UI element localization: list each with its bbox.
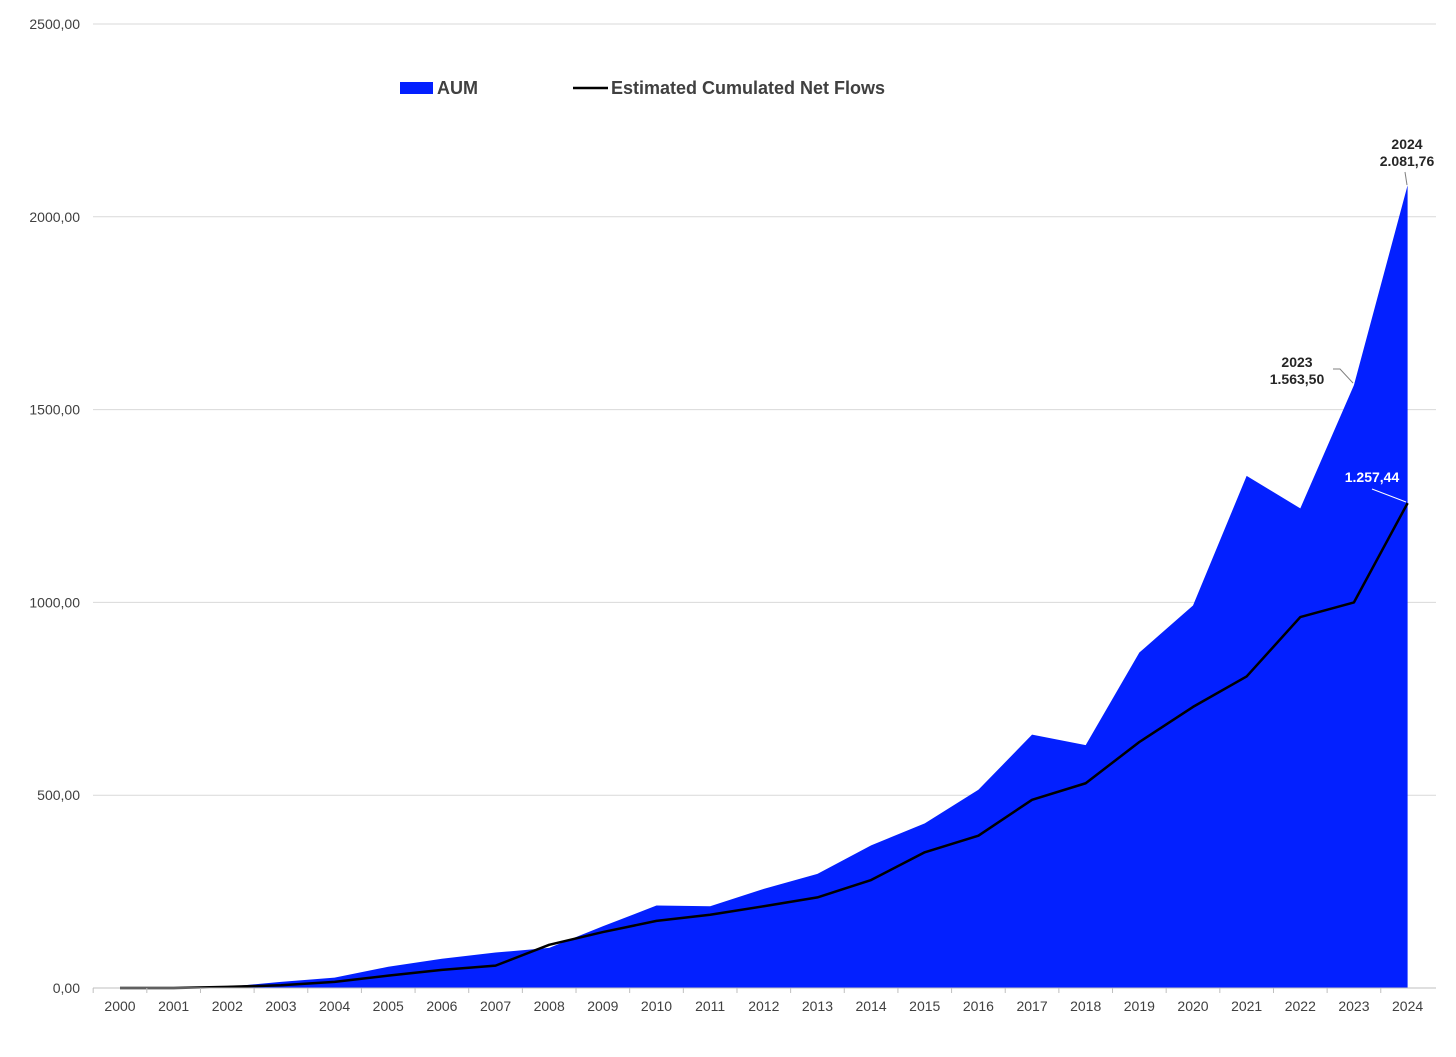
annotations: 2024 2.081,76 2023 1.563,50 1.257,44 <box>1270 136 1435 503</box>
annotation-2023-year: 2023 <box>1281 354 1312 370</box>
legend: AUM Estimated Cumulated Net Flows <box>400 78 885 98</box>
x-tick-label: 2014 <box>856 998 887 1014</box>
x-tick-label: 2023 <box>1338 998 1369 1014</box>
x-tick-label: 2024 <box>1392 998 1423 1014</box>
x-tick-label: 2001 <box>158 998 189 1014</box>
legend-label-aum: AUM <box>437 78 478 98</box>
y-tick-label: 500,00 <box>37 787 80 803</box>
y-tick-label: 2500,00 <box>29 16 80 32</box>
x-tick-label: 2018 <box>1070 998 1101 1014</box>
x-tick-label: 2013 <box>802 998 833 1014</box>
x-tick-label: 2006 <box>426 998 457 1014</box>
axes: 0,00 500,00 1000,00 1500,00 2000,00 2500,00 20… <box>29 16 1436 1014</box>
aum-area-layer <box>120 185 1408 989</box>
y-tick-label: 0,00 <box>53 980 80 996</box>
annotation-2024-year: 2024 <box>1391 136 1422 152</box>
x-tick-label: 2020 <box>1177 998 1208 1014</box>
legend-label-net-flows: Estimated Cumulated Net Flows <box>611 78 885 98</box>
annotation-net-flows-value: 1.257,44 <box>1345 469 1400 485</box>
net-flows-line <box>120 502 1409 990</box>
annotation-leader-net-flows-2024 <box>1371 488 1407 503</box>
aum-area <box>120 185 1408 989</box>
x-tick-label: 2012 <box>748 998 779 1014</box>
x-tick-label: 2011 <box>695 998 725 1014</box>
x-tick-label: 2017 <box>1016 998 1047 1014</box>
x-tick-label: 2003 <box>265 998 296 1014</box>
x-tick-label: 2002 <box>212 998 243 1014</box>
x-tick-label: 2005 <box>373 998 404 1014</box>
x-tick-label: 2008 <box>534 998 565 1014</box>
y-tick-label: 2000,00 <box>29 209 80 225</box>
x-tick-label: 2010 <box>641 998 672 1014</box>
x-tick-label: 2019 <box>1124 998 1155 1014</box>
annotation-2024-value: 2.081,76 <box>1380 153 1435 169</box>
x-tick-label: 2016 <box>963 998 994 1014</box>
annotation-leader-2023 <box>1333 368 1354 384</box>
legend-swatch-aum <box>400 82 433 94</box>
y-tick-label: 1500,00 <box>29 402 80 418</box>
net-flows-line-layer <box>120 502 1409 990</box>
annotation-leader-2024 <box>1404 171 1408 186</box>
annotation-2023-value: 1.563,50 <box>1270 371 1325 387</box>
x-tick-label: 2004 <box>319 998 350 1014</box>
x-tick-label: 2000 <box>104 998 135 1014</box>
x-tick-label: 2021 <box>1231 998 1262 1014</box>
y-tick-label: 1000,00 <box>29 594 80 610</box>
x-tick-label: 2009 <box>587 998 618 1014</box>
x-tick-label: 2007 <box>480 998 511 1014</box>
x-tick-label: 2015 <box>909 998 940 1014</box>
x-tick-label: 2022 <box>1285 998 1316 1014</box>
